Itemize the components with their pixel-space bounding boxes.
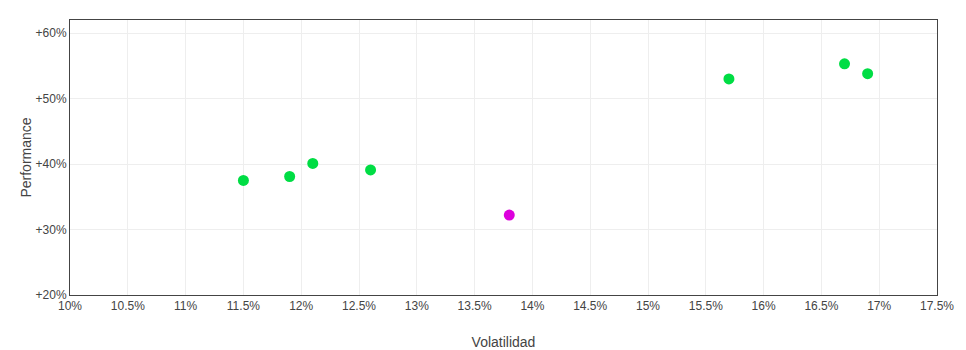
svg-text:15%: 15% <box>636 299 660 313</box>
svg-text:10.5%: 10.5% <box>111 299 145 313</box>
svg-text:+50%: +50% <box>36 92 67 106</box>
svg-text:16%: 16% <box>752 299 776 313</box>
svg-text:+30%: +30% <box>36 223 67 237</box>
svg-text:13.5%: 13.5% <box>458 299 492 313</box>
svg-text:13%: 13% <box>405 299 429 313</box>
svg-text:17.5%: 17.5% <box>920 299 954 313</box>
svg-text:+40%: +40% <box>36 157 67 171</box>
svg-text:11.5%: 11.5% <box>227 299 260 313</box>
svg-text:16.5%: 16.5% <box>804 299 838 313</box>
svg-text:15.5%: 15.5% <box>689 299 723 313</box>
svg-text:17%: 17% <box>867 299 891 313</box>
svg-text:+60%: +60% <box>36 26 67 40</box>
svg-text:12%: 12% <box>289 299 313 313</box>
svg-text:+20%: +20% <box>36 288 67 302</box>
svg-text:14%: 14% <box>520 299 544 313</box>
svg-text:14.5%: 14.5% <box>573 299 607 313</box>
svg-text:Volatilidad: Volatilidad <box>472 334 536 350</box>
svg-text:Performance: Performance <box>18 117 34 197</box>
svg-text:10%: 10% <box>58 299 82 313</box>
svg-text:11%: 11% <box>174 299 197 313</box>
svg-text:12.5%: 12.5% <box>342 299 376 313</box>
